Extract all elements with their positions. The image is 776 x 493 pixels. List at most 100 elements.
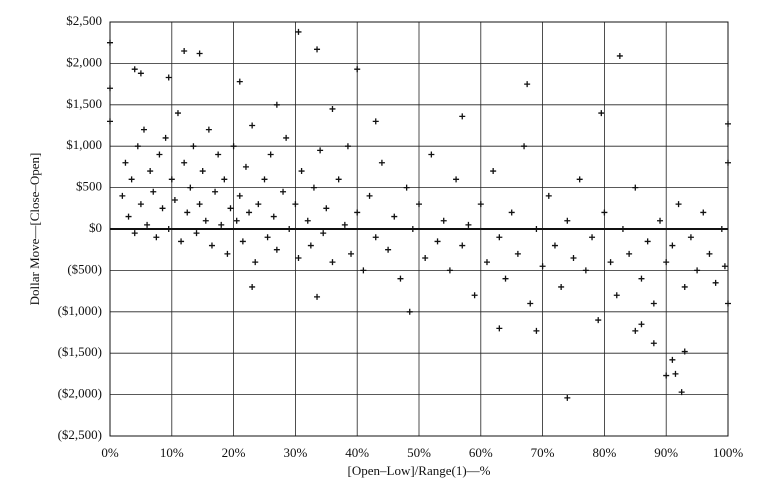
y-tick-label: ($2,500)	[58, 427, 102, 442]
x-tick-label: 80%	[592, 445, 616, 460]
y-tick-label: $1,500	[66, 96, 102, 111]
y-tick-label: ($1,500)	[58, 344, 102, 359]
point	[171, 197, 178, 204]
point	[576, 176, 583, 183]
point	[218, 221, 225, 228]
x-tick-label: 30%	[283, 445, 307, 460]
point	[329, 105, 336, 112]
point	[403, 184, 410, 191]
point	[252, 259, 259, 266]
point	[187, 184, 194, 191]
y-tick-label: $0	[89, 220, 102, 235]
x-tick-label: 40%	[345, 445, 369, 460]
point	[147, 168, 154, 175]
point	[539, 263, 546, 270]
point	[165, 226, 172, 232]
point	[483, 259, 490, 266]
point	[208, 242, 215, 249]
point	[354, 66, 361, 73]
point	[360, 267, 367, 274]
point	[434, 238, 441, 245]
point	[619, 226, 626, 232]
point	[570, 254, 577, 261]
point	[446, 267, 453, 274]
point	[465, 221, 472, 228]
point	[564, 394, 571, 401]
point	[168, 176, 175, 183]
point	[295, 28, 302, 35]
point	[372, 118, 379, 125]
point	[582, 267, 589, 274]
point	[502, 275, 509, 282]
point	[366, 192, 373, 199]
point	[335, 176, 342, 183]
x-axis-label: [Open–Low]/Range(1)—%	[348, 463, 491, 478]
point	[137, 70, 144, 77]
point	[273, 101, 280, 108]
point	[632, 184, 639, 191]
point	[249, 283, 256, 290]
point	[598, 110, 605, 117]
point	[496, 234, 503, 241]
point	[156, 151, 163, 158]
point	[521, 143, 528, 150]
point	[267, 151, 274, 158]
point	[295, 254, 302, 261]
point	[471, 292, 478, 299]
point	[122, 159, 129, 166]
point	[378, 159, 385, 166]
point	[496, 325, 503, 332]
point	[181, 47, 188, 54]
point	[632, 327, 639, 334]
point	[725, 300, 731, 307]
point	[134, 143, 141, 150]
point	[607, 259, 614, 266]
point	[348, 250, 355, 257]
point	[344, 143, 351, 150]
point	[638, 321, 645, 328]
point	[239, 238, 246, 245]
x-tick-label: 20%	[222, 445, 246, 460]
point	[190, 143, 197, 150]
point	[314, 293, 321, 300]
point	[613, 292, 620, 299]
point	[304, 217, 311, 224]
point	[181, 159, 188, 166]
point	[280, 188, 287, 195]
point	[681, 283, 688, 290]
point	[725, 120, 731, 127]
point	[712, 279, 719, 286]
point	[196, 201, 203, 208]
point	[292, 201, 299, 208]
point	[663, 372, 670, 379]
point	[107, 85, 113, 92]
point	[558, 283, 565, 290]
point	[595, 317, 602, 324]
point	[459, 113, 466, 120]
x-tick-label: 100%	[713, 445, 744, 460]
point	[199, 168, 206, 175]
x-tick-label: 70%	[531, 445, 555, 460]
point	[459, 242, 466, 249]
point	[227, 205, 234, 212]
point	[533, 226, 540, 232]
point	[397, 275, 404, 282]
point	[273, 246, 280, 253]
point	[687, 234, 694, 241]
point	[317, 147, 324, 154]
point	[721, 263, 728, 270]
point	[372, 234, 379, 241]
x-tick-label: 90%	[654, 445, 678, 460]
point	[675, 201, 682, 208]
point	[533, 327, 540, 334]
point	[320, 230, 327, 237]
point	[678, 389, 685, 396]
point	[416, 201, 422, 208]
point	[524, 81, 531, 88]
point	[409, 226, 416, 232]
point	[286, 226, 293, 232]
point	[672, 370, 679, 377]
point	[453, 176, 460, 183]
point	[150, 188, 157, 195]
point	[725, 159, 731, 166]
